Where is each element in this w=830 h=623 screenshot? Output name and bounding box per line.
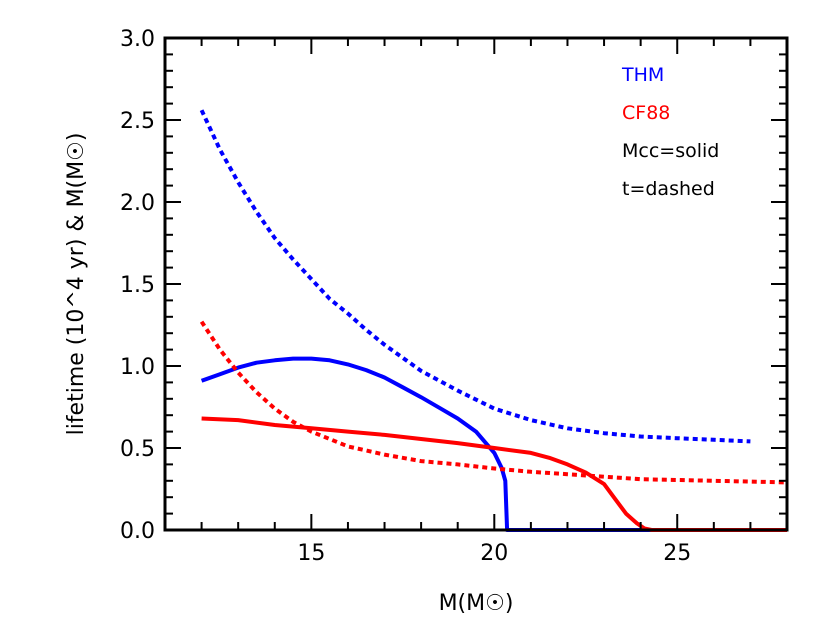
legend-entry: t=dashed [622, 178, 715, 200]
y-tick-label: 2.0 [120, 191, 155, 216]
plot-lines [199, 109, 788, 532]
series-line-4 [199, 320, 788, 485]
y-tick-label: 1.5 [120, 273, 155, 298]
y-tick-label: 0.5 [120, 437, 155, 462]
y-axis-label: lifetime (10^4 yr) & M(M☉) [64, 133, 89, 436]
series-line-2 [199, 109, 751, 444]
series-line-3 [201, 416, 787, 532]
y-tick-label: 3.0 [120, 27, 155, 52]
y-tick-label: 1.0 [120, 355, 155, 380]
legend-entry: CF88 [622, 102, 670, 124]
x-tick-label: 20 [480, 541, 508, 566]
legend-entry: THM [621, 64, 664, 86]
legend: THM CF88 Mcc=solid t=dashed [621, 64, 719, 200]
legend-entry: Mcc=solid [622, 140, 719, 162]
x-tick-label: 25 [663, 541, 691, 566]
y-tick-label: 2.5 [120, 109, 155, 134]
axes: 15 20 25 0.0 0.5 1.0 1.5 2.0 2.5 3.0 [120, 27, 789, 566]
x-axis-label: M(M☉) [439, 591, 514, 616]
plot-frame [163, 36, 789, 532]
y-tick-label: 0.0 [120, 519, 155, 544]
x-tick-label: 15 [297, 541, 325, 566]
